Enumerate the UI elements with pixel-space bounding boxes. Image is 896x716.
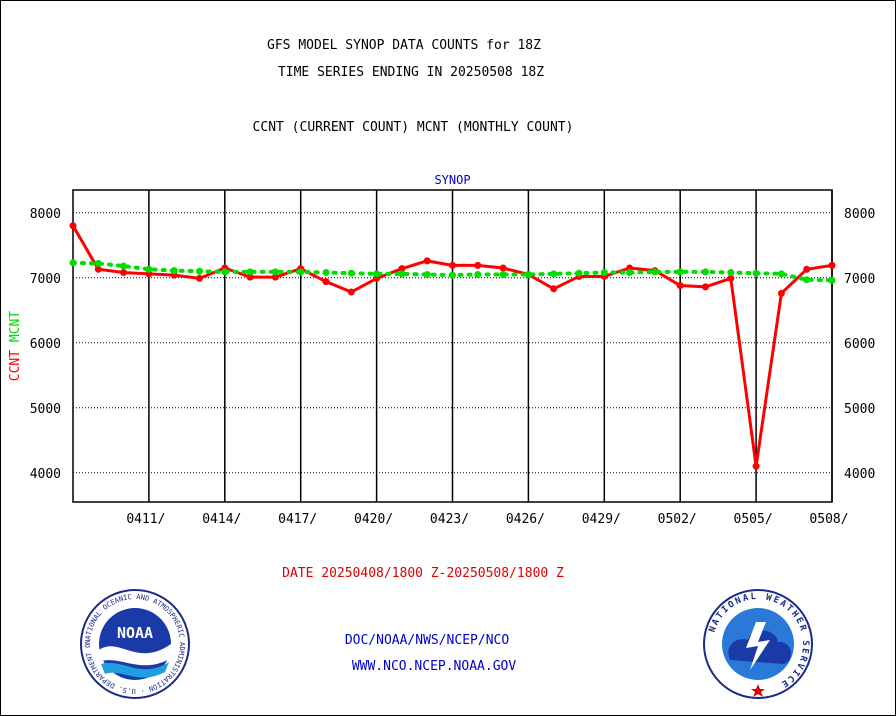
data-point-ccnt: [120, 269, 128, 277]
data-point-mcnt: [196, 267, 203, 275]
data-point-ccnt: [398, 265, 406, 273]
data-point-ccnt: [423, 257, 431, 265]
agency-label: DOC/NOAA/NWS/NCEP/NCO: [344, 633, 510, 648]
data-point-ccnt: [702, 283, 709, 291]
y-axis-label-ccnt: CCNT: [8, 342, 23, 381]
data-point-ccnt: [474, 261, 482, 269]
data-point-mcnt: [651, 268, 659, 276]
data-point-mcnt: [752, 269, 760, 277]
data-point-mcnt: [373, 270, 381, 278]
y-axis-label-mcnt: MCNT: [8, 311, 23, 342]
data-point-ccnt: [347, 288, 355, 296]
y-tick-label-right: 4000: [844, 467, 875, 482]
data-point-mcnt: [474, 271, 482, 278]
x-tick-label: 0411/: [126, 512, 165, 527]
data-point-ccnt: [246, 273, 254, 281]
data-point-mcnt: [347, 269, 355, 277]
data-point-ccnt: [777, 289, 785, 297]
x-tick-label: 0505/: [734, 512, 773, 527]
noaa-logo: NATIONAL OCEANIC AND ATMOSPHERIC ADMINIS…: [79, 588, 190, 699]
y-tick-label-right: 6000: [844, 337, 875, 352]
y-tick-label-left: 8000: [30, 207, 61, 222]
data-point-ccnt: [94, 265, 102, 273]
data-point-mcnt: [600, 269, 608, 277]
noaa-logo-text: NOAA: [117, 624, 153, 642]
website-link[interactable]: WWW.NCO.NCEP.NOAA.GOV: [351, 659, 517, 674]
data-point-mcnt: [626, 269, 634, 277]
y-tick-label-left: 7000: [30, 272, 61, 287]
chart-title: SYNOP: [434, 173, 470, 187]
data-point-ccnt: [499, 264, 507, 272]
data-point-mcnt: [271, 268, 279, 276]
y-tick-label-left: 5000: [30, 402, 61, 417]
y-tick-label-left: 4000: [30, 467, 61, 482]
x-tick-label: 0508/: [809, 512, 848, 527]
data-point-mcnt: [676, 268, 684, 276]
data-point-mcnt: [297, 268, 305, 276]
data-point-ccnt: [727, 274, 735, 282]
data-point-mcnt: [828, 276, 836, 284]
data-point-ccnt: [322, 278, 330, 286]
data-point-ccnt: [550, 285, 558, 293]
y-tick-label-right: 8000: [844, 207, 875, 222]
data-point-ccnt: [828, 261, 836, 269]
data-point-ccnt: [271, 273, 279, 281]
y-tick-label-left: 6000: [30, 337, 61, 352]
data-point-mcnt: [702, 268, 709, 276]
data-point-ccnt: [676, 282, 684, 290]
data-point-mcnt: [221, 268, 229, 276]
data-point-mcnt: [120, 262, 128, 270]
data-point-ccnt: [803, 265, 811, 273]
x-tick-label: 0414/: [202, 512, 241, 527]
data-point-mcnt: [499, 271, 507, 278]
data-point-ccnt: [196, 274, 203, 282]
data-point-ccnt: [69, 222, 77, 230]
nws-logo: NATIONAL WEATHER SERVICE: [703, 589, 813, 699]
data-point-mcnt: [145, 265, 153, 273]
data-point-mcnt: [575, 269, 583, 277]
data-point-mcnt: [170, 267, 178, 275]
data-point-mcnt: [803, 276, 811, 284]
chart-title-line2: TIME SERIES ENDING IN 20250508 18Z: [277, 65, 545, 80]
data-point-mcnt: [94, 259, 102, 267]
data-point-mcnt: [246, 268, 254, 276]
y-tick-label-right: 5000: [844, 402, 875, 417]
data-point-mcnt: [69, 259, 77, 267]
date-range-label: DATE 20250408/1800 Z-20250508/1800 Z: [282, 566, 564, 581]
y-axis-label: CCNT MCNT: [8, 311, 23, 382]
data-point-mcnt: [524, 271, 532, 278]
data-point-mcnt: [550, 270, 558, 278]
data-point-mcnt: [777, 270, 785, 278]
x-tick-label: 0426/: [506, 512, 545, 527]
x-tick-label: 0420/: [354, 512, 393, 527]
data-point-mcnt: [322, 269, 330, 277]
data-point-mcnt: [727, 269, 735, 277]
x-tick-label: 0429/: [582, 512, 621, 527]
x-tick-label: 0423/: [430, 512, 469, 527]
x-tick-label: 0502/: [658, 512, 697, 527]
y-tick-label-right: 7000: [844, 272, 875, 287]
data-point-ccnt: [752, 462, 760, 470]
x-tick-label: 0417/: [278, 512, 317, 527]
data-point-mcnt: [449, 271, 456, 279]
chart-subtitle: CCNT (CURRENT COUNT) MCNT (MONTHLY COUNT…: [252, 120, 574, 135]
chart-title-line1: GFS MODEL SYNOP DATA COUNTS for 18Z: [267, 38, 541, 53]
data-point-mcnt: [398, 270, 406, 278]
data-point-mcnt: [423, 271, 431, 278]
data-point-ccnt: [449, 261, 456, 269]
